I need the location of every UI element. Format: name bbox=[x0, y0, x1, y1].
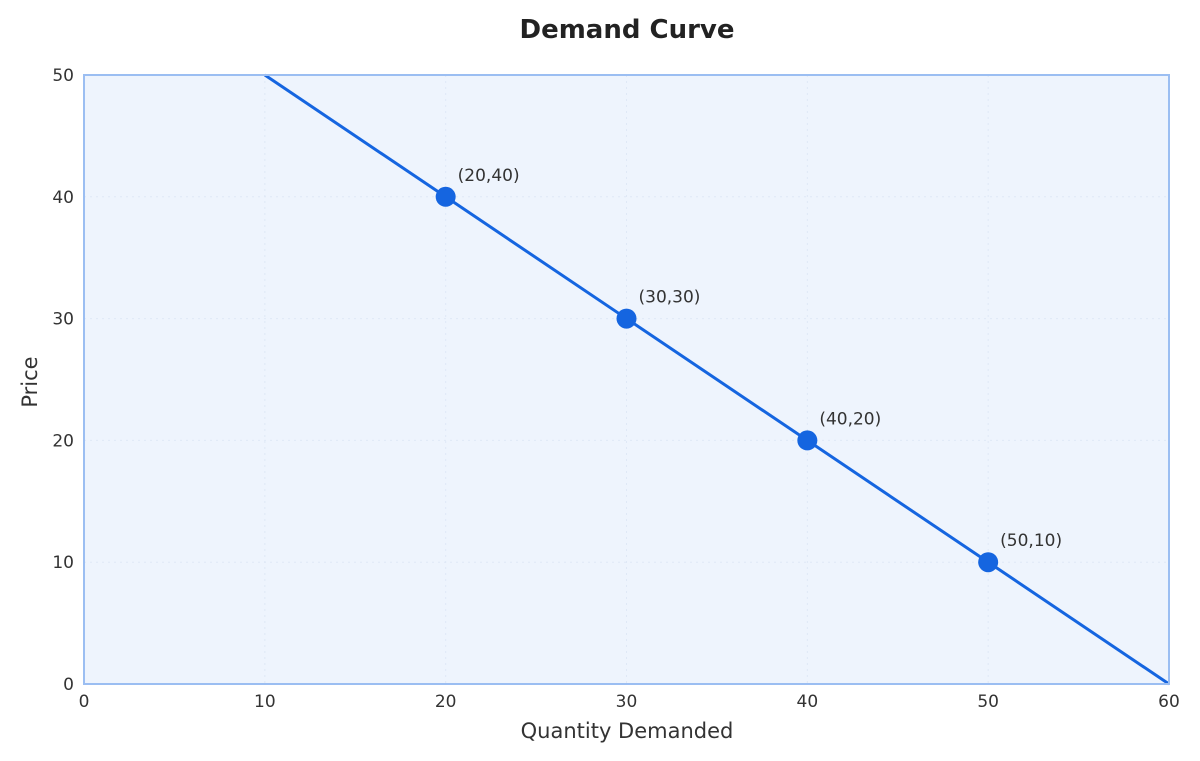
data-point-label: (50,10) bbox=[1000, 531, 1062, 551]
chart-title: Demand Curve bbox=[519, 15, 734, 45]
data-point bbox=[797, 430, 818, 451]
x-axis-ticks: 0 10 20 30 40 50 60 bbox=[79, 692, 1180, 712]
grid-lines bbox=[84, 75, 1169, 684]
data-point bbox=[978, 552, 999, 573]
y-tick-label: 50 bbox=[52, 66, 74, 86]
x-tick-label: 20 bbox=[435, 692, 457, 712]
y-tick-label: 0 bbox=[63, 675, 74, 695]
x-tick-label: 0 bbox=[79, 692, 90, 712]
x-tick-label: 10 bbox=[254, 692, 276, 712]
data-point bbox=[616, 308, 637, 329]
data-point-label: (30,30) bbox=[639, 288, 701, 308]
data-point-label: (20,40) bbox=[458, 166, 520, 186]
x-tick-label: 50 bbox=[977, 692, 999, 712]
y-tick-label: 40 bbox=[52, 188, 74, 208]
x-tick-label: 40 bbox=[797, 692, 819, 712]
y-axis-ticks: 0 10 20 30 40 50 bbox=[52, 66, 74, 695]
plot-border bbox=[83, 74, 1170, 685]
plot-area bbox=[84, 75, 1169, 684]
y-tick-label: 20 bbox=[52, 431, 74, 451]
y-axis-label: Price bbox=[18, 356, 42, 407]
y-tick-label: 30 bbox=[52, 310, 74, 330]
series-layer: (20,40) (30,30) (40,20) (50,10) bbox=[263, 73, 1170, 686]
demand-line bbox=[263, 73, 1170, 686]
x-tick-label: 30 bbox=[616, 692, 638, 712]
x-tick-label: 60 bbox=[1158, 692, 1180, 712]
y-tick-label: 10 bbox=[52, 553, 74, 573]
data-point bbox=[435, 186, 456, 207]
x-axis-label: Quantity Demanded bbox=[521, 719, 734, 743]
data-point-label: (40,20) bbox=[819, 409, 881, 429]
